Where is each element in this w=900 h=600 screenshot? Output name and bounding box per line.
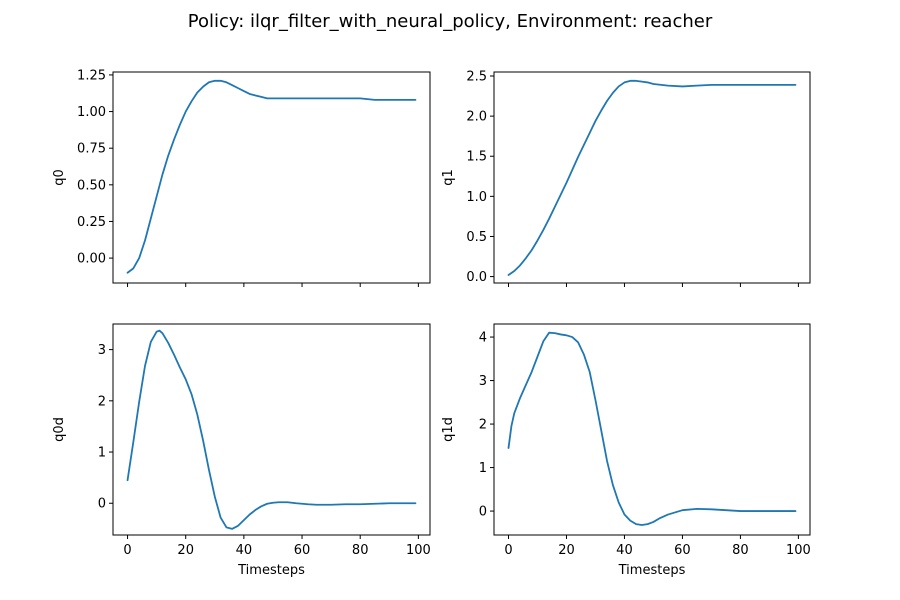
y-tick-label: 2: [479, 418, 487, 433]
y-tick-label: 1.0: [466, 190, 487, 205]
y-axis-label: q0d: [52, 417, 67, 442]
x-tick-label: 0: [123, 543, 131, 558]
figure-suptitle: Policy: ilqr_filter_with_neural_policy, …: [188, 11, 713, 32]
x-tick-label: 40: [236, 543, 253, 558]
x-tick-label: 40: [616, 543, 633, 558]
x-tick-label: 80: [352, 543, 369, 558]
y-tick-label: 1.00: [77, 105, 106, 120]
axes-frame: [493, 323, 811, 536]
y-tick-label: 2: [98, 394, 106, 409]
y-tick-label: 2.5: [466, 70, 487, 85]
y-tick-label: 1: [479, 461, 487, 476]
subplot-q0d: 0 20 40 60 80 100 0 1 2 3 q0d Timesteps: [52, 323, 431, 578]
y-tick-label: 0.00: [77, 252, 106, 267]
y-tick-label: 2.0: [466, 110, 487, 125]
y-tick-label: 0: [479, 505, 487, 520]
x-tick-label: 60: [294, 543, 311, 558]
y-tick-label: 0.0: [466, 270, 487, 285]
y-axis-label: q1: [441, 169, 456, 186]
y-tick-label: 0: [98, 497, 106, 512]
y-tick-label: 1: [98, 446, 106, 461]
x-axis-label: Timesteps: [618, 563, 686, 578]
axes-frame: [112, 71, 431, 284]
y-tick-label: 0.75: [77, 142, 106, 157]
y-tick-label: 3: [479, 374, 487, 389]
y-axis-label: q0: [52, 169, 67, 186]
y-tick-label: 0.5: [466, 230, 487, 245]
y-axis-label: q1d: [441, 417, 456, 442]
x-tick-label: 60: [674, 543, 691, 558]
x-tick-label: 100: [786, 543, 811, 558]
y-tick-label: 4: [479, 331, 487, 346]
x-tick-label: 20: [558, 543, 575, 558]
subplot-q1d: 0 20 40 60 80 100 0 1 2 3 4 q1d Timesteps: [441, 323, 811, 578]
series-line: [507, 331, 797, 526]
y-tick-label: 0.50: [77, 178, 106, 193]
y-tick-label: 1.25: [77, 68, 106, 83]
series-line: [507, 79, 797, 276]
series-line: [126, 329, 417, 530]
subplot-q1: 0.0 0.5 1.0 1.5 2.0 2.5 q1: [441, 70, 811, 287]
series-line: [126, 79, 417, 274]
y-tick-label: 0.25: [77, 215, 106, 230]
y-tick-label: 3: [98, 343, 106, 358]
x-axis-label: Timesteps: [237, 563, 305, 578]
x-tick-label: 100: [406, 543, 431, 558]
axes-frame: [493, 71, 811, 284]
y-tick-label: 1.5: [466, 150, 487, 165]
x-tick-label: 0: [504, 543, 512, 558]
axes-frame: [112, 323, 431, 536]
subplot-q0: 0.00 0.25 0.50 0.75 1.00 1.25 q0: [52, 68, 431, 287]
x-tick-label: 20: [177, 543, 194, 558]
x-tick-label: 80: [732, 543, 749, 558]
